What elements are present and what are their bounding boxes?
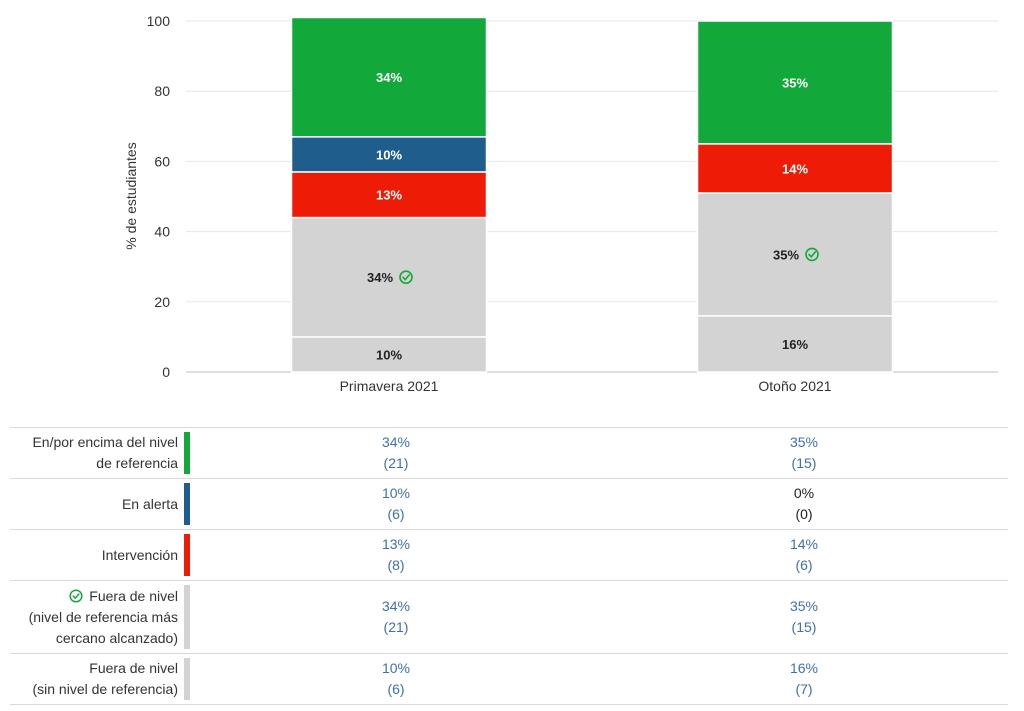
percent-value: 13% [381,536,411,552]
row-label-line: En/por encima del nivel [32,434,178,450]
y-tick-label: 20 [154,294,170,310]
percent-value: 35% [789,598,819,614]
check-circle-icon [69,588,83,603]
bar-data-label: 10% [376,147,402,162]
table-row: En alerta 10% (6) 0% (0) [10,478,1008,530]
student-count: (15) [791,619,817,635]
row-label-line: En alerta [121,495,178,512]
percent-value: 35% [789,434,819,450]
legend-color-swatch [184,432,190,474]
row-label-line: (sin nivel de referencia) [32,681,178,697]
student-count: (8) [387,557,405,573]
percent-value: 10% [381,660,411,676]
bar-data-label: 13% [376,188,402,203]
row-label-line: Intervención [101,546,178,563]
bar-segment-below_near_ref [290,216,488,338]
percent-value: 10% [381,485,411,501]
x-tick-label: Otoño 2021 [758,378,831,394]
bar-segment-above [290,16,488,138]
value-cell: 0% (0) [600,478,1008,530]
legend-color-swatch [184,534,190,576]
bar-segment-above [696,20,894,145]
row-label-line: Fuera de nivel [89,660,178,676]
bar-segment-below_no_ref [696,315,894,373]
value-link[interactable]: 10% (6) [192,478,600,530]
bar-data-label: 35% [773,247,799,262]
table-row: Fuera de nivel (nivel de referencia más ce… [10,580,1008,654]
row-label: Fuera de nivel (sin nivel de referencia) [10,653,184,705]
y-tick-label: 60 [154,153,170,169]
value-link[interactable]: 34% (21) [192,580,600,654]
student-count: (6) [387,681,405,697]
legend-color-swatch [184,658,190,700]
bar-data-label: 16% [782,337,808,352]
table-row: Intervención 13% (8) 14% (6) [10,529,1008,581]
check-circle-icon [805,247,819,262]
student-count: (0) [795,506,813,522]
bar-segment-alert [290,136,488,173]
benchmark-summary-table: En/por encima del nivel de referencia 34% (… [10,427,1008,705]
student-count: (21) [383,619,409,635]
percent-value: 34% [381,434,411,450]
bar-data-label: 34% [367,270,393,285]
student-count: (6) [387,506,405,522]
value-link[interactable]: 35% (15) [600,580,1008,654]
bar-data-label: 14% [782,161,808,176]
row-label: Intervención [10,529,184,581]
value-link[interactable]: 35% (15) [600,427,1008,479]
bar-data-label: 35% [782,75,808,90]
y-tick-label: 40 [154,224,170,240]
legend-color-swatch [184,483,190,525]
row-label: Fuera de nivel (nivel de referencia más ce… [10,580,184,654]
bar-data-label: 34% [376,70,402,85]
percent-value: 14% [789,536,819,552]
student-count: (15) [791,455,817,471]
value-link[interactable]: 16% (7) [600,653,1008,705]
row-label-line: Fuera de nivel [10,586,178,607]
row-label: En/por encima del nivel de referencia [10,427,184,479]
percent-value: 16% [789,660,819,676]
row-label-line: cercano alcanzado) [55,629,178,646]
y-tick-label: 100 [147,13,171,29]
check-circle-icon [399,270,413,285]
table-row: Fuera de nivel (sin nivel de referencia) 1… [10,653,1008,705]
y-axis-label: % de estudiantes [123,142,139,249]
x-tick-label: Primavera 2021 [340,378,439,394]
percent-value: 34% [381,598,411,614]
table-row: En/por encima del nivel de referencia 34% (… [10,427,1008,479]
row-label: En alerta [10,478,184,530]
bar-segment-below_no_ref [290,336,488,373]
student-count: (6) [795,557,813,573]
y-tick-label: 0 [162,364,170,380]
percent-value: 0% [793,485,815,501]
value-link[interactable]: 14% (6) [600,529,1008,581]
stacked-bar-chart: 0 20 40 60 80 100 % de estudiantes 10% 34% 13% 10%… [123,13,998,394]
row-label-line: (nivel de referencia más [28,608,178,625]
value-link[interactable]: 10% (6) [192,653,600,705]
bar-segment-below_near_ref [696,192,894,317]
bar-segment-intervention [290,171,488,219]
row-label-line: de referencia [96,455,178,471]
y-tick-label: 80 [154,83,170,99]
value-link[interactable]: 13% (8) [192,529,600,581]
value-link[interactable]: 34% (21) [192,427,600,479]
student-count: (21) [383,455,409,471]
legend-color-swatch [184,585,190,649]
student-count: (7) [795,681,813,697]
bar-data-label: 10% [376,347,402,362]
